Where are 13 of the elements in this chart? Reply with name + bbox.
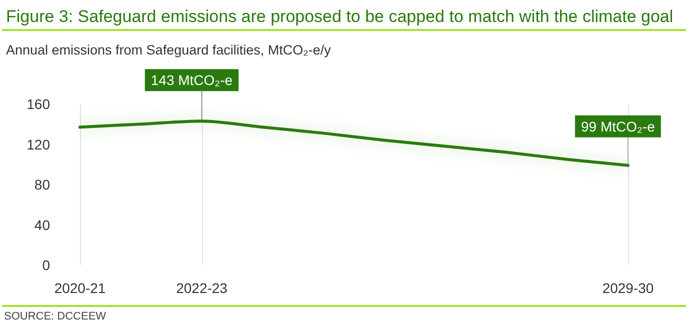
y-tick-label: 120 bbox=[26, 136, 50, 152]
annotation: 143 MtCO₂-e bbox=[150, 72, 233, 88]
y-tick-label: 40 bbox=[34, 216, 50, 233]
x-tick-label: 2022-23 bbox=[176, 280, 228, 296]
chart-title: Figure 3: Safeguard emissions are proposed to be capped to match with the climate goal bbox=[6, 7, 674, 26]
annotation: 99 MtCO₂-e bbox=[581, 118, 656, 134]
x-tick-label: 2020-21 bbox=[54, 280, 106, 296]
y-tick-label: 160 bbox=[26, 96, 50, 112]
y-tick-label: 80 bbox=[34, 176, 50, 192]
y-tick-label: 0 bbox=[42, 257, 50, 273]
x-tick-label: 2029-30 bbox=[602, 280, 654, 296]
y-axis-title: Annual emissions from Safeguard facilities, MtCO₂-e/y bbox=[6, 42, 332, 58]
source-note: SOURCE: DCCEEW bbox=[4, 310, 107, 322]
